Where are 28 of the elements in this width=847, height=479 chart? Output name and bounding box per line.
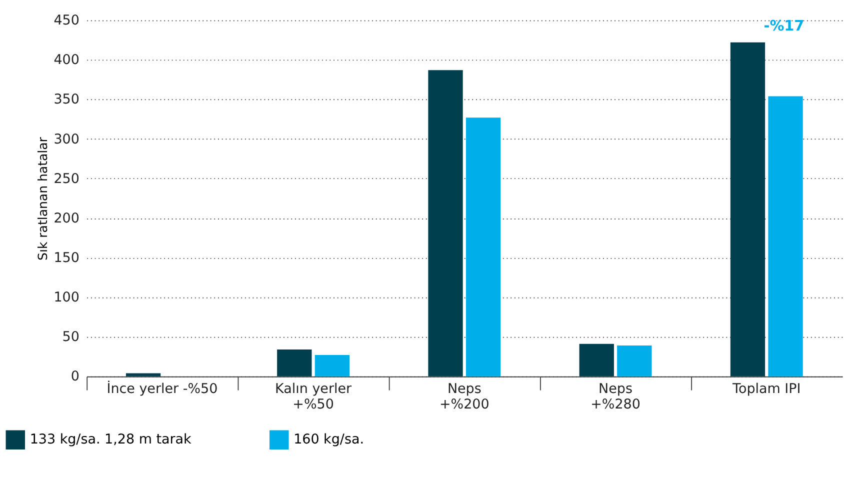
y-tick-label: 400: [54, 52, 80, 68]
bar: [768, 96, 803, 376]
y-tick-label: 300: [54, 131, 80, 148]
bar: [314, 354, 350, 376]
y-tick-label: 50: [62, 329, 80, 346]
y-tick-label: 0: [70, 368, 80, 385]
annotation: -%17: [764, 18, 804, 35]
y-tick-label: 100: [54, 290, 80, 306]
x-tick-label: Toplam IPI: [732, 381, 801, 398]
bar: [730, 42, 766, 376]
y-tick-label: 150: [54, 250, 80, 266]
y-axis-title: Sık ratlanan hatalar: [34, 136, 50, 260]
x-tick-label: Neps +%280: [590, 381, 640, 413]
x-tick-label: Kalın yerler +%50: [275, 381, 352, 413]
y-tick-label: 450: [54, 12, 80, 29]
bar: [617, 345, 652, 376]
bar: [277, 349, 312, 376]
bar: [428, 70, 463, 376]
bar: [466, 118, 501, 376]
bar: [579, 344, 614, 376]
bar: [126, 373, 161, 376]
y-tick-label: 350: [54, 92, 80, 108]
legend-label: 160 kg/sa.: [294, 432, 364, 448]
y-tick-label: 250: [54, 170, 80, 187]
legend-label: 133 kg/sa. 1,28 m tarak: [30, 432, 192, 448]
x-tick-label: İnce yerler -%50: [106, 380, 218, 398]
x-tick-label: Neps +%200: [440, 381, 490, 413]
y-tick-label: 200: [54, 210, 80, 226]
